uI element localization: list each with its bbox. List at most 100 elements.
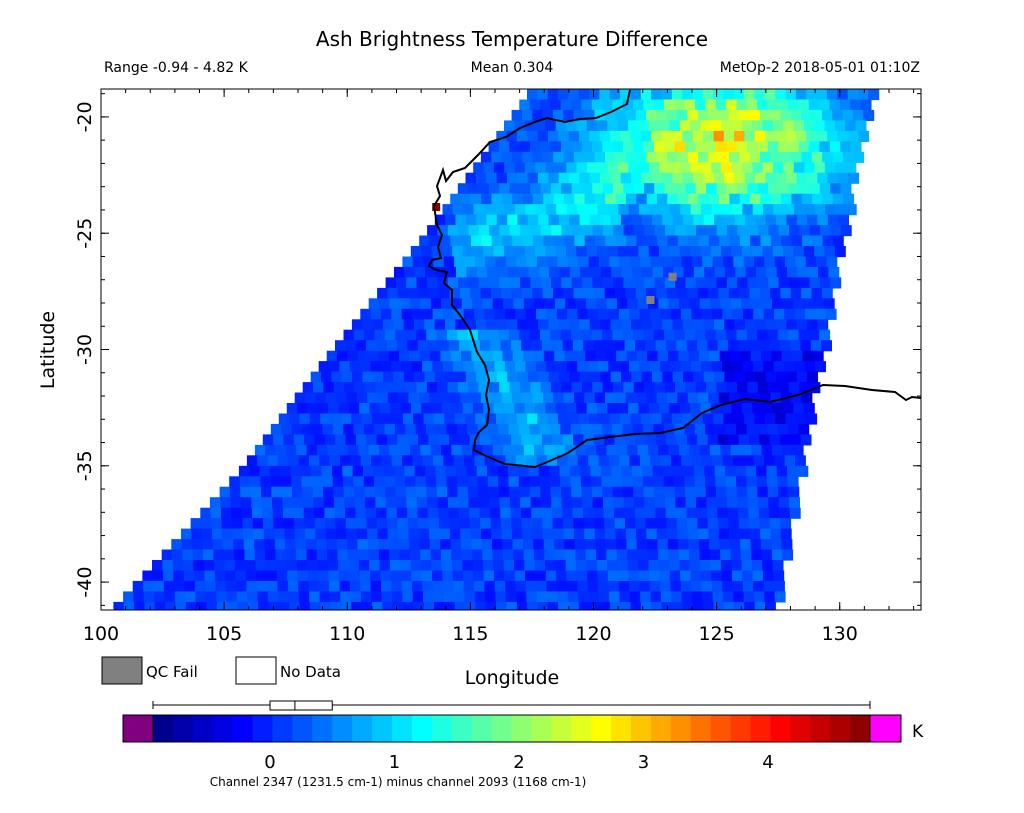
- btd-pixel: [256, 580, 268, 592]
- btd-pixel: [504, 570, 516, 582]
- btd-pixel: [803, 403, 815, 415]
- btd-pixel: [578, 256, 590, 268]
- btd-pixel: [429, 539, 441, 551]
- btd-pixel: [737, 497, 749, 509]
- btd-pixel: [656, 392, 668, 404]
- btd-pixel: [699, 444, 711, 456]
- btd-pixel: [427, 612, 438, 623]
- btd-pixel: [431, 403, 443, 415]
- btd-pixel: [661, 601, 673, 610]
- btd-pixel: [749, 518, 760, 530]
- btd-pixel: [544, 549, 556, 561]
- btd-pixel: [579, 214, 591, 226]
- btd-pixel: [682, 413, 693, 425]
- btd-pixel: [617, 403, 629, 415]
- btd-pixel: [666, 287, 678, 299]
- btd-pixel: [701, 580, 713, 592]
- btd-pixel: [773, 570, 785, 582]
- btd-pixel: [664, 486, 676, 498]
- btd-pixel: [441, 560, 453, 572]
- btd-pixel: [478, 612, 489, 623]
- btd-pixel: [796, 371, 808, 383]
- btd-pixel: [496, 130, 508, 142]
- y-axis: -20-25-30-35-40: [74, 93, 921, 606]
- btd-pixel: [574, 539, 586, 551]
- btd-pixel: [798, 141, 810, 153]
- btd-pixel: [687, 151, 699, 163]
- btd-pixel: [340, 455, 351, 467]
- btd-pixel: [625, 518, 636, 530]
- btd-pixel: [654, 486, 665, 498]
- btd-pixel: [719, 235, 731, 247]
- btd-pixel: [771, 350, 783, 362]
- btd-pixel: [633, 612, 644, 623]
- btd-pixel: [292, 486, 303, 498]
- btd-pixel: [739, 528, 751, 540]
- colorbar-segment: [710, 715, 732, 742]
- btd-pixel: [426, 486, 438, 498]
- btd-pixel: [579, 319, 591, 331]
- btd-pixel: [586, 246, 598, 258]
- btd-pixel: [818, 266, 829, 278]
- btd-pixel: [458, 507, 470, 519]
- btd-pixel: [323, 486, 334, 498]
- btd-pixel: [178, 612, 189, 623]
- btd-pixel: [781, 350, 793, 362]
- btd-pixel: [599, 601, 611, 610]
- btd-pixel: [612, 329, 624, 341]
- btd-pixel: [403, 371, 415, 383]
- btd-pixel: [536, 580, 547, 592]
- btd-pixel: [512, 539, 524, 551]
- btd-pixel: [421, 246, 433, 258]
- btd-pixel: [492, 350, 503, 362]
- btd-pixel: [332, 423, 344, 435]
- btd-pixel: [459, 434, 471, 446]
- btd-pixel: [304, 434, 316, 446]
- btd-pixel: [318, 361, 330, 373]
- btd-pixel: [323, 382, 335, 394]
- btd-pixel: [472, 549, 483, 561]
- btd-pixel: [744, 172, 756, 184]
- btd-pixel: [193, 560, 205, 572]
- btd-pixel: [448, 340, 460, 352]
- btd-pixel: [793, 162, 805, 174]
- btd-pixel: [700, 570, 712, 582]
- btd-pixel: [463, 580, 475, 592]
- btd-pixel: [427, 507, 439, 519]
- colorbar-segment: [850, 715, 871, 742]
- btd-pixel: [524, 246, 536, 258]
- btd-pixel: [378, 549, 390, 561]
- btd-pixel: [625, 151, 637, 163]
- btd-pixel: [699, 350, 710, 362]
- btd-pixel: [116, 612, 127, 623]
- btd-pixel: [698, 528, 709, 540]
- btd-pixel: [296, 444, 308, 456]
- btd-pixel: [613, 382, 624, 394]
- btd-pixel: [566, 120, 577, 132]
- btd-pixel: [824, 162, 836, 174]
- btd-pixel: [622, 329, 634, 341]
- btd-pixel: [840, 183, 852, 195]
- btd-pixel: [646, 151, 658, 163]
- btd-pixel: [470, 528, 482, 540]
- colorbar-segment: [810, 715, 831, 742]
- btd-pixel: [863, 109, 875, 121]
- btd-pixel: [583, 518, 595, 530]
- colorbar-segment: [750, 715, 771, 742]
- btd-pixel: [792, 350, 803, 362]
- btd-pixel: [541, 507, 553, 519]
- btd-pixel: [751, 549, 763, 561]
- btd-pixel: [738, 340, 750, 352]
- btd-pixel: [685, 612, 696, 623]
- btd-pixel: [694, 423, 706, 435]
- btd-pixel: [464, 256, 476, 268]
- btd-pixel: [430, 444, 442, 456]
- btd-pixel: [449, 434, 460, 446]
- btd-pixel: [468, 497, 480, 509]
- colorbar-segment: [690, 715, 712, 742]
- btd-pixel: [483, 246, 495, 258]
- btd-pixel: [316, 444, 328, 456]
- btd-pixel: [658, 298, 670, 310]
- btd-pixel: [423, 256, 434, 268]
- btd-pixel: [615, 193, 627, 205]
